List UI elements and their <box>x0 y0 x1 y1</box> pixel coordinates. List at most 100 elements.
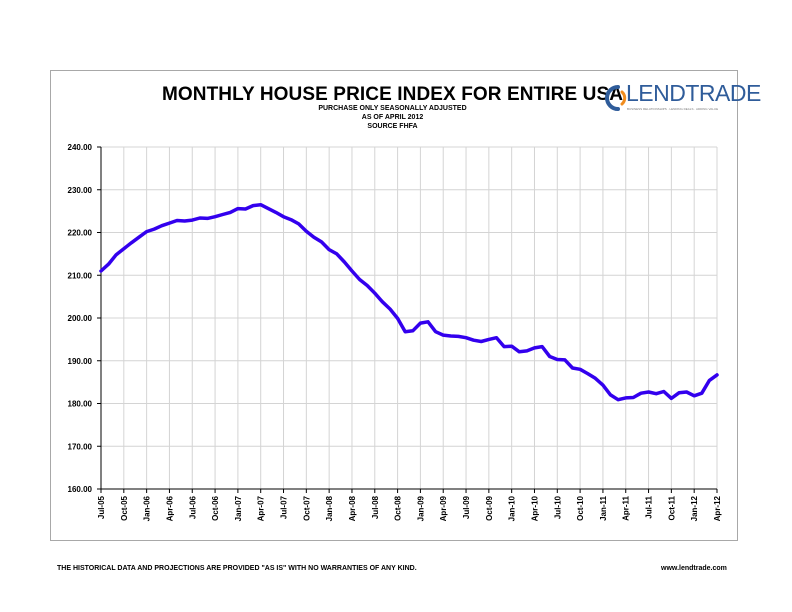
x-tick-label: Oct-06 <box>211 495 220 520</box>
x-tick-label: Jan-09 <box>416 495 425 521</box>
hpi-data-point <box>206 217 209 220</box>
hpi-data-point <box>320 240 323 243</box>
hpi-data-point <box>138 236 141 239</box>
hpi-data-point <box>282 215 285 218</box>
hpi-data-point <box>214 215 217 218</box>
y-tick-label: 190.00 <box>68 357 93 366</box>
y-tick-label: 210.00 <box>68 271 93 280</box>
x-tick-label: Jul-10 <box>553 495 562 519</box>
hpi-data-point <box>480 340 483 343</box>
x-tick-label: Oct-11 <box>667 495 676 520</box>
hpi-data-point <box>427 320 430 323</box>
hpi-data-point <box>716 373 719 376</box>
hpi-data-point <box>563 358 566 361</box>
hpi-data-point <box>624 396 627 399</box>
x-tick-label: Jan-10 <box>508 495 517 521</box>
x-tick-label: Apr-07 <box>257 495 266 521</box>
hpi-data-point <box>176 219 179 222</box>
hpi-data-point <box>419 322 422 325</box>
x-tick-label: Oct-08 <box>394 495 403 520</box>
x-tick-label: Jan-08 <box>325 495 334 521</box>
hpi-data-point <box>328 248 331 251</box>
lendtrade-swoosh-icon <box>605 85 627 111</box>
hpi-data-point <box>442 334 445 337</box>
hpi-data-point <box>525 349 528 352</box>
hpi-data-point <box>350 269 353 272</box>
hpi-data-point <box>290 218 293 221</box>
hpi-data-point <box>472 339 475 342</box>
hpi-data-point <box>122 247 125 250</box>
chart-subtitle-line-2: AS OF APRIL 2012 <box>361 114 424 121</box>
footer-website: www.lendtrade.com <box>661 565 727 572</box>
hpi-data-point <box>594 377 597 380</box>
hpi-data-point <box>168 222 171 225</box>
hpi-data-point <box>145 230 148 233</box>
hpi-data-point <box>670 397 673 400</box>
hpi-data-point <box>548 355 551 358</box>
hpi-data-point <box>693 394 696 397</box>
hpi-data-point <box>381 300 384 303</box>
x-tick-label: Jan-12 <box>690 495 699 521</box>
y-tick-label: 160.00 <box>68 485 93 494</box>
hpi-data-point <box>647 390 650 393</box>
logo-tagline: BUSINESS RELATIONSHIPS · LENDING DEALS ·… <box>627 107 719 111</box>
hpi-data-point <box>274 211 277 214</box>
x-tick-label: Oct-07 <box>302 495 311 520</box>
x-tick-label: Jan-06 <box>143 495 152 521</box>
hpi-data-point <box>556 358 559 361</box>
lendtrade-logo: LENDTRADE BUSINESS RELATIONSHIPS · LENDI… <box>598 78 761 118</box>
hpi-data-point <box>586 372 589 375</box>
hpi-data-point <box>487 338 490 341</box>
x-tick-label: Jul-11 <box>645 495 654 518</box>
hpi-data-point <box>100 269 103 272</box>
hpi-data-point <box>639 392 642 395</box>
hpi-data-point <box>617 398 620 401</box>
hpi-data-point <box>252 204 255 207</box>
hpi-data-point <box>434 330 437 333</box>
hpi-data-point <box>533 346 536 349</box>
x-tick-label: Apr-09 <box>439 495 448 521</box>
x-tick-label: Jul-07 <box>280 495 289 519</box>
hpi-data-point <box>312 236 315 239</box>
hpi-data-point <box>503 345 506 348</box>
hpi-data-point <box>198 216 201 219</box>
hpi-data-point <box>183 219 186 222</box>
x-tick-label: Jul-05 <box>97 495 106 519</box>
hpi-data-point <box>518 350 521 353</box>
hpi-data-point <box>373 292 376 295</box>
hpi-data-point <box>411 329 414 332</box>
hpi-data-point <box>221 213 224 216</box>
hpi-data-point <box>700 392 703 395</box>
hpi-data-point <box>449 334 452 337</box>
hpi-data-point <box>259 203 262 206</box>
x-tick-label: Apr-10 <box>530 495 539 521</box>
hpi-data-point <box>662 390 665 393</box>
hpi-data-point <box>708 379 711 382</box>
x-tick-label: Jul-08 <box>371 495 380 519</box>
hpi-data-point <box>358 278 361 281</box>
hpi-series-line <box>99 202 719 402</box>
x-tick-label: Jul-06 <box>188 495 197 519</box>
hpi-data-point <box>685 390 688 393</box>
x-tick-label: Apr-12 <box>713 495 722 521</box>
hpi-data-point <box>495 336 498 339</box>
x-tick-label: Oct-10 <box>576 495 585 520</box>
chart-frame <box>50 70 738 541</box>
hpi-data-point <box>677 391 680 394</box>
hpi-data-point <box>396 317 399 320</box>
x-tick-label: Jan-11 <box>599 495 608 520</box>
hpi-data-point <box>343 260 346 263</box>
hpi-data-point <box>244 207 247 210</box>
hpi-data-point <box>366 284 369 287</box>
hpi-data-point <box>541 345 544 348</box>
y-tick-label: 180.00 <box>68 400 93 409</box>
x-tick-label: Jan-07 <box>234 495 243 521</box>
hpi-data-point <box>107 263 110 266</box>
hpi-data-point <box>229 211 232 214</box>
hpi-data-point <box>153 228 156 231</box>
x-tick-label: Apr-11 <box>622 495 631 520</box>
y-tick-label: 200.00 <box>68 314 93 323</box>
y-tick-label: 240.00 <box>68 143 93 152</box>
chart-title: MONTHLY HOUSE PRICE INDEX FOR ENTIRE USA <box>161 84 624 105</box>
